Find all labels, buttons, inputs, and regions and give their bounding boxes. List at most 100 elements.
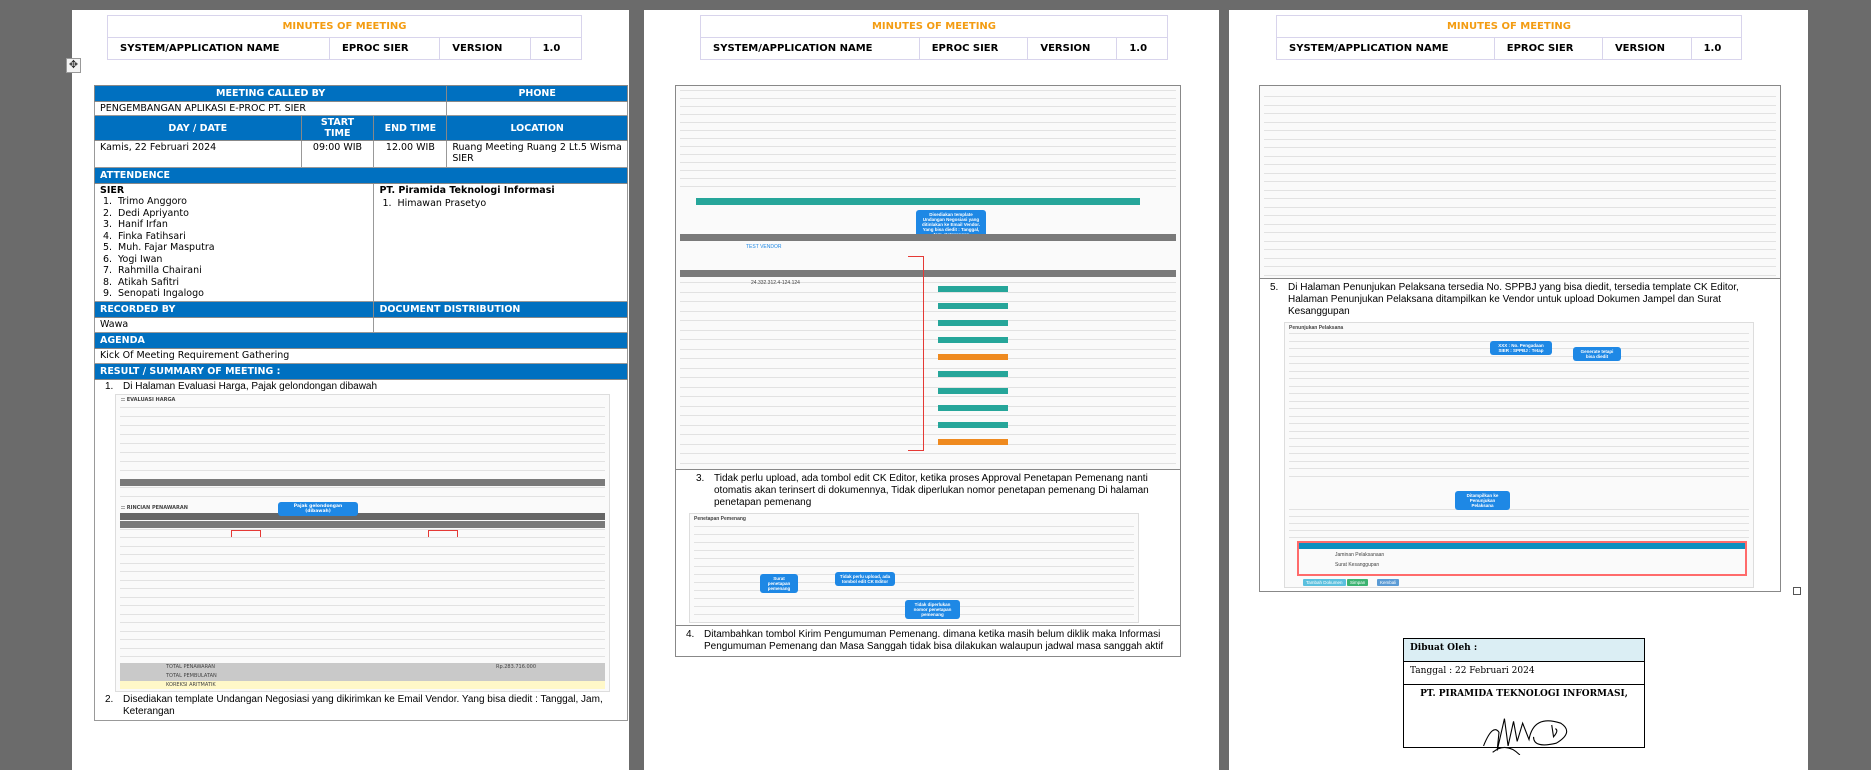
kembali-button[interactable]: Kembali [1377, 579, 1400, 586]
screenshot-row [120, 469, 605, 471]
screenshot-row [694, 558, 1134, 559]
screenshot-row [680, 443, 1176, 445]
result-label: RESULT / SUMMARY OF MEETING : [94, 362, 628, 380]
screenshot-row [1289, 378, 1749, 379]
called-by-label: MEETING CALLED BY [93, 85, 448, 102]
screenshot-row [120, 639, 605, 640]
screenshot-row [680, 291, 1176, 293]
screenshot-row [680, 396, 1176, 397]
screenshot-row [694, 550, 1134, 551]
screenshot-row [694, 542, 1134, 543]
screenshot-row [120, 613, 605, 615]
screenshot-row [680, 320, 1176, 321]
screenshot-row [680, 130, 1176, 131]
action-button[interactable] [938, 286, 1008, 292]
action-button[interactable] [938, 405, 1008, 411]
screenshot-row [680, 146, 1176, 147]
screenshot-negosiasi: Disediakan template Undangan Negosiasi y… [676, 86, 1180, 469]
action-button[interactable] [938, 337, 1008, 343]
screenshot-row [120, 415, 605, 417]
callout-generate: Generate tetapi bisa diedit [1573, 347, 1621, 361]
attendee: 3. Hanif Irfan [103, 219, 168, 230]
screenshot-row [1289, 385, 1749, 387]
screenshot-row [120, 451, 605, 453]
screenshot-row [680, 424, 1176, 426]
action-button[interactable] [938, 354, 1008, 360]
screenshot-row [680, 282, 1176, 283]
screenshot-row [680, 377, 1176, 378]
start-value: 09:00 WIB [300, 140, 375, 168]
result-item-5: 5. Di Halaman Penunjukan Pelaksana tersed… [1270, 282, 1739, 317]
screenshot-row [120, 442, 605, 444]
screenshot-row [120, 596, 605, 598]
signature-date: Tanggal : 22 Februari 2024 [1404, 662, 1644, 685]
attendee: 1. Himawan Prasetyo [382, 198, 487, 209]
tambah-dokumen-button[interactable]: Tambah Dokumen [1303, 579, 1346, 586]
location-label: LOCATION [446, 115, 628, 141]
callout-surat: Surat penetapan pemenang [760, 574, 798, 593]
action-button[interactable] [938, 422, 1008, 428]
action-button[interactable] [938, 303, 1008, 309]
screenshot-row [120, 460, 605, 462]
attendee: 6. Yogi Iwan [103, 253, 163, 265]
screenshot-row [1264, 240, 1776, 242]
screenshot-row [680, 405, 1176, 407]
screenshot-row [1289, 430, 1749, 432]
screenshot-pengumuman [1260, 86, 1780, 278]
system-label: SYSTEM/APPLICATION NAME [700, 37, 920, 60]
doc-title: MINUTES OF MEETING [700, 15, 1168, 38]
screenshot-row [694, 590, 1134, 591]
screenshot-row [1289, 537, 1749, 538]
meeting-table: MEETING CALLED BY PHONE PENGEMBANGAN APLI… [93, 85, 628, 721]
screenshot-row [1289, 415, 1749, 417]
screenshot-row [694, 566, 1134, 567]
screenshot-row [1264, 223, 1776, 225]
recorded-by-value: Wawa [93, 316, 375, 333]
signature-company: PT. PIRAMIDA TEKNOLOGI INFORMASI, [1420, 689, 1628, 699]
screenshot-row [120, 495, 605, 497]
screenshot-evaluasi-harga: :: EVALUASI HARGA :: RINCIAN PENAWARAN P… [115, 393, 610, 692]
system-value: EPROC SIER [328, 37, 441, 60]
attendee: 1. Trimo Anggoro [103, 196, 187, 207]
screenshot-row [694, 582, 1134, 583]
screenshot-row [1264, 96, 1776, 97]
screenshot-row [1264, 215, 1776, 216]
table-move-handle-icon[interactable]: ✥ [66, 58, 81, 73]
simpan-button[interactable]: Simpan [1347, 579, 1369, 586]
screenshot-row [680, 162, 1176, 163]
screenshot-row [1264, 155, 1776, 157]
action-button[interactable] [938, 388, 1008, 394]
page-2: MINUTES OF MEETING SYSTEM/APPLICATION NA… [644, 10, 1219, 770]
handwritten-signature [1483, 718, 1568, 755]
screenshot-row [1264, 206, 1776, 208]
attendance-label: ATTENDENCE [94, 167, 628, 184]
action-button[interactable] [938, 320, 1008, 326]
attendance-sier: SIER 1. Trimo Anggoro 2. Dedi Apriyanto 3. Han… [93, 183, 375, 302]
screenshot-row [680, 462, 1176, 464]
screenshot-row [680, 186, 1176, 187]
screenshot-row [1289, 509, 1749, 510]
screenshot-row [680, 170, 1176, 171]
screenshot-row [680, 358, 1176, 359]
result-item-4: 4. Ditambahkan tombol Kirim Pengumuman Pe… [686, 629, 1164, 652]
screenshot-row [680, 106, 1176, 107]
distribution-label: DOCUMENT DISTRIBUTION [373, 300, 628, 318]
screenshot-row [1264, 249, 1776, 250]
action-button[interactable] [938, 439, 1008, 445]
screenshot-row [120, 433, 605, 435]
signature-box: Dibuat Oleh : Tanggal : 22 Februari 2024… [1403, 638, 1645, 755]
resize-handle[interactable] [1793, 587, 1801, 595]
screenshot-row [1289, 408, 1749, 409]
screenshot-row [680, 329, 1176, 331]
screenshot-row [1264, 104, 1776, 106]
screenshot-row [120, 647, 605, 649]
screenshot-row [680, 310, 1176, 312]
agenda-label: AGENDA [94, 331, 628, 349]
version-label: VERSION [1601, 37, 1692, 60]
screenshot-row [120, 656, 605, 657]
screenshot-row [120, 554, 605, 555]
page-1: MINUTES OF MEETING SYSTEM/APPLICATION NA… [66, 10, 629, 770]
screenshot-row [1264, 138, 1776, 140]
page-3: MINUTES OF MEETING SYSTEM/APPLICATION NA… [1229, 10, 1808, 770]
action-button[interactable] [938, 371, 1008, 377]
